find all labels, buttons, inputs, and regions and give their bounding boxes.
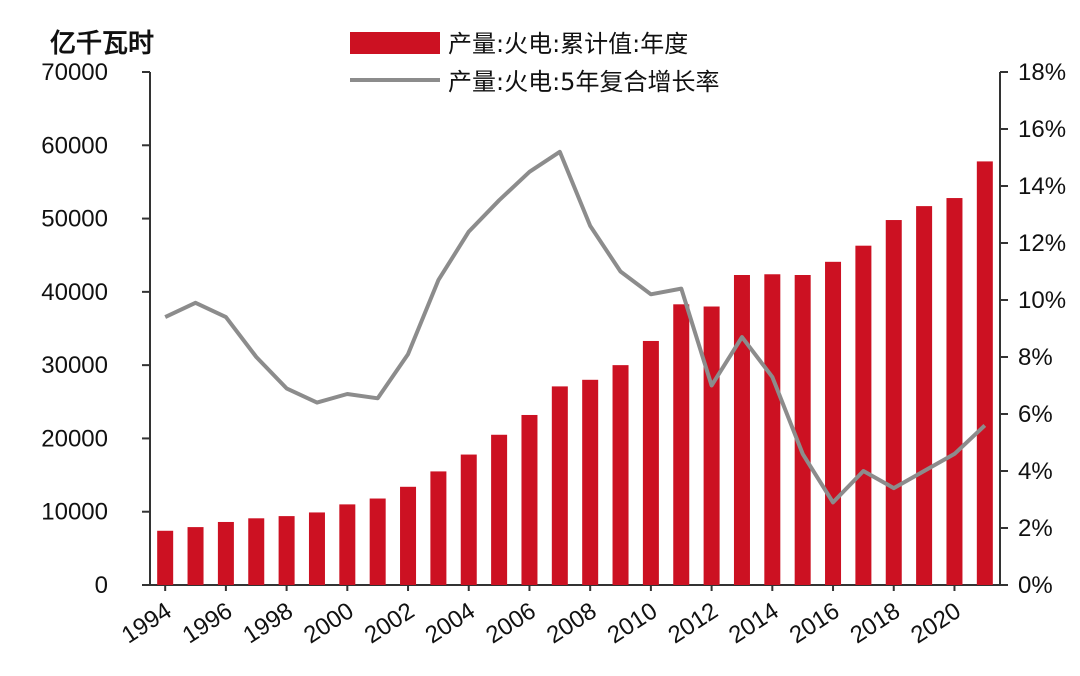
bar-1997 xyxy=(248,518,265,585)
x-tick-label: 2012 xyxy=(663,597,722,649)
bar-1998 xyxy=(278,516,295,585)
bar-2002 xyxy=(400,486,417,585)
x-ticks: 1994 1996 1998 2000 2002 2004 2006 2008 2010 2012… xyxy=(117,585,966,649)
bar-2021 xyxy=(976,161,993,585)
legend-label-line: 产量:火电:5年复合增长率 xyxy=(448,68,719,96)
bar-2003 xyxy=(430,471,447,585)
y-right-tick-label: 12% xyxy=(1018,230,1066,257)
bar-2005 xyxy=(491,434,508,585)
bar-1995 xyxy=(187,527,204,585)
bar-2014 xyxy=(764,274,781,585)
legend-label-bar: 产量:火电:累计值:年度 xyxy=(448,30,688,58)
bar-2011 xyxy=(673,304,690,585)
x-tick-label: 2006 xyxy=(481,597,540,649)
y-right-tick-label: 6% xyxy=(1018,401,1053,428)
y-left-tick-label: 10000 xyxy=(41,499,108,526)
x-tick-label: 2000 xyxy=(299,597,358,649)
y-left-tick-label: 30000 xyxy=(41,352,108,379)
legend-swatch-bar xyxy=(350,32,440,54)
bar-2015 xyxy=(794,275,811,585)
x-tick-label: 1998 xyxy=(238,597,297,649)
bar-2007 xyxy=(551,386,568,585)
bar-2018 xyxy=(885,220,902,585)
growth-rate-line xyxy=(164,149,987,505)
y-right-tick-label: 8% xyxy=(1018,344,1053,371)
bar-series xyxy=(157,161,993,586)
y-right-tick-label: 14% xyxy=(1018,173,1066,200)
y-left-unit-label: 亿千瓦时 xyxy=(50,29,154,59)
y-right-ticks: 0% 2% 4% 6% 8% 10% 12% 14% 16% 18% xyxy=(1000,59,1066,599)
y-right-tick-label: 2% xyxy=(1018,515,1053,542)
y-left-tick-label: 70000 xyxy=(41,59,108,86)
bar-2012 xyxy=(703,306,720,585)
x-tick-label: 2014 xyxy=(724,597,783,649)
x-tick-label: 2008 xyxy=(542,597,601,649)
x-tick-label: 1996 xyxy=(178,597,237,649)
y-right-tick-label: 0% xyxy=(1018,572,1053,599)
y-right-tick-label: 10% xyxy=(1018,287,1066,314)
bar-2008 xyxy=(582,379,599,585)
bar-2020 xyxy=(946,198,963,585)
bar-2001 xyxy=(369,498,386,585)
bar-1994 xyxy=(157,530,174,585)
y-left-tick-label: 20000 xyxy=(41,425,108,452)
bar-2010 xyxy=(642,340,659,585)
y-left-tick-label: 50000 xyxy=(41,206,108,233)
bar-2000 xyxy=(339,504,356,585)
y-left-ticks: 0 10000 20000 30000 40000 50000 60000 70000 xyxy=(41,59,150,599)
x-tick-label: 2020 xyxy=(906,597,965,649)
bar-2017 xyxy=(855,245,872,586)
bar-2009 xyxy=(612,365,629,585)
y-right-tick-label: 18% xyxy=(1018,59,1066,86)
bar-2013 xyxy=(733,275,750,585)
x-tick-label: 2018 xyxy=(846,597,905,649)
bar-2006 xyxy=(521,414,538,585)
line-series xyxy=(164,149,987,505)
y-right-tick-label: 16% xyxy=(1018,116,1066,143)
x-tick-label: 2010 xyxy=(603,597,662,649)
bar-1999 xyxy=(308,512,325,585)
x-tick-label: 2002 xyxy=(360,597,419,649)
bar-2016 xyxy=(825,261,842,585)
y-left-tick-label: 0 xyxy=(95,572,108,599)
bar-2019 xyxy=(916,206,933,585)
bar-1996 xyxy=(217,521,234,585)
y-right-tick-label: 4% xyxy=(1018,458,1053,485)
x-tick-label: 1994 xyxy=(117,597,176,649)
bar-2004 xyxy=(460,454,477,585)
legend: 产量:火电:累计值:年度 产量:火电:5年复合增长率 xyxy=(350,30,719,96)
y-left-tick-label: 60000 xyxy=(41,132,108,159)
y-left-tick-label: 40000 xyxy=(41,279,108,306)
x-tick-label: 2004 xyxy=(421,597,480,649)
x-tick-label: 2016 xyxy=(785,597,844,649)
